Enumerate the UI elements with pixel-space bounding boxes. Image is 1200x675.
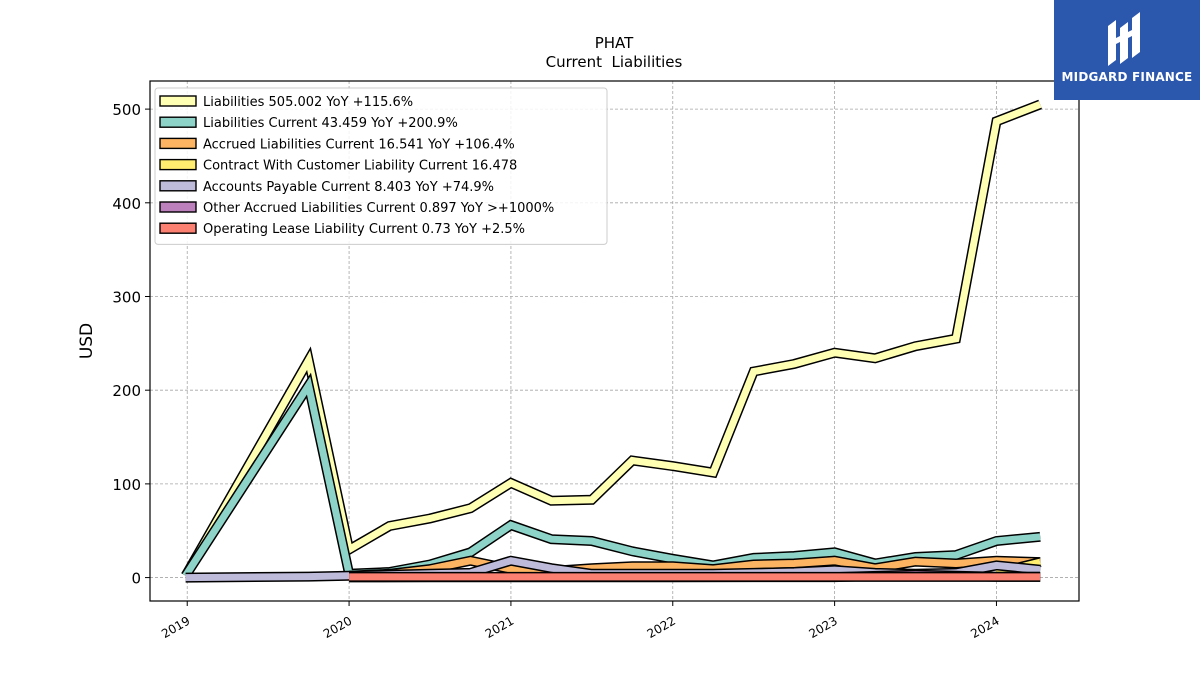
midgard-logo-icon: [1108, 12, 1140, 66]
y-tick-label: 500: [112, 101, 141, 119]
x-tick-label: 2022: [645, 614, 678, 641]
legend-box: [154, 87, 608, 245]
legend-entry: Contract With Customer Liability Current…: [203, 159, 517, 174]
legend-swatch: [159, 95, 197, 107]
y-tick-label: 200: [112, 382, 141, 400]
y-tick-label: 100: [112, 476, 141, 494]
legend-entry: Accrued Liabilities Current 16.541 YoY +…: [203, 137, 515, 152]
legend-entry: Operating Lease Liability Current 0.73 Y…: [203, 222, 525, 237]
legend-entry: Accounts Payable Current 8.403 YoY +74.9…: [203, 180, 494, 195]
plot-area: [181, 99, 1043, 583]
legend-entry: Liabilities Current 43.459 YoY +200.9%: [203, 116, 458, 131]
y-tick-label: 400: [112, 195, 141, 213]
y-tick-label: 300: [112, 288, 141, 306]
series-line: [348, 557, 1041, 580]
x-tick-label: 2020: [321, 614, 354, 641]
x-tick-label: 2021: [483, 614, 516, 641]
legend-swatch: [159, 158, 197, 171]
y-tick-label: 0: [131, 570, 141, 588]
legend-entry: Other Accrued Liabilities Current 0.897 …: [203, 201, 554, 216]
brand-logo: MIDGARD FINANCE: [1054, 0, 1200, 100]
plot-frame: [149, 80, 1080, 602]
legend-swatch: [159, 222, 197, 234]
legend-swatch: [159, 201, 197, 213]
x-tick-label: 2024: [968, 614, 1001, 641]
brand-name: MIDGARD FINANCE: [1061, 70, 1193, 84]
chart-title: PHAT: [595, 34, 634, 52]
x-tick-label: 2023: [806, 614, 839, 641]
chart-subtitle: Current Liabilities: [546, 53, 683, 71]
legend: Liabilities 505.002 YoY +115.6% Liabiliti…: [154, 87, 608, 245]
series-liabilities: [181, 99, 1043, 579]
legend-entry: Liabilities 505.002 YoY +115.6%: [203, 95, 413, 110]
y-axis-label: USD: [77, 323, 97, 359]
series-line: [182, 101, 1042, 578]
legend-swatch: [159, 180, 197, 192]
legend-swatch: [159, 116, 197, 128]
x-tick-label: 2019: [159, 614, 192, 641]
series-accrued-liabilities-current: [348, 555, 1041, 581]
legend-swatch: [159, 137, 197, 150]
